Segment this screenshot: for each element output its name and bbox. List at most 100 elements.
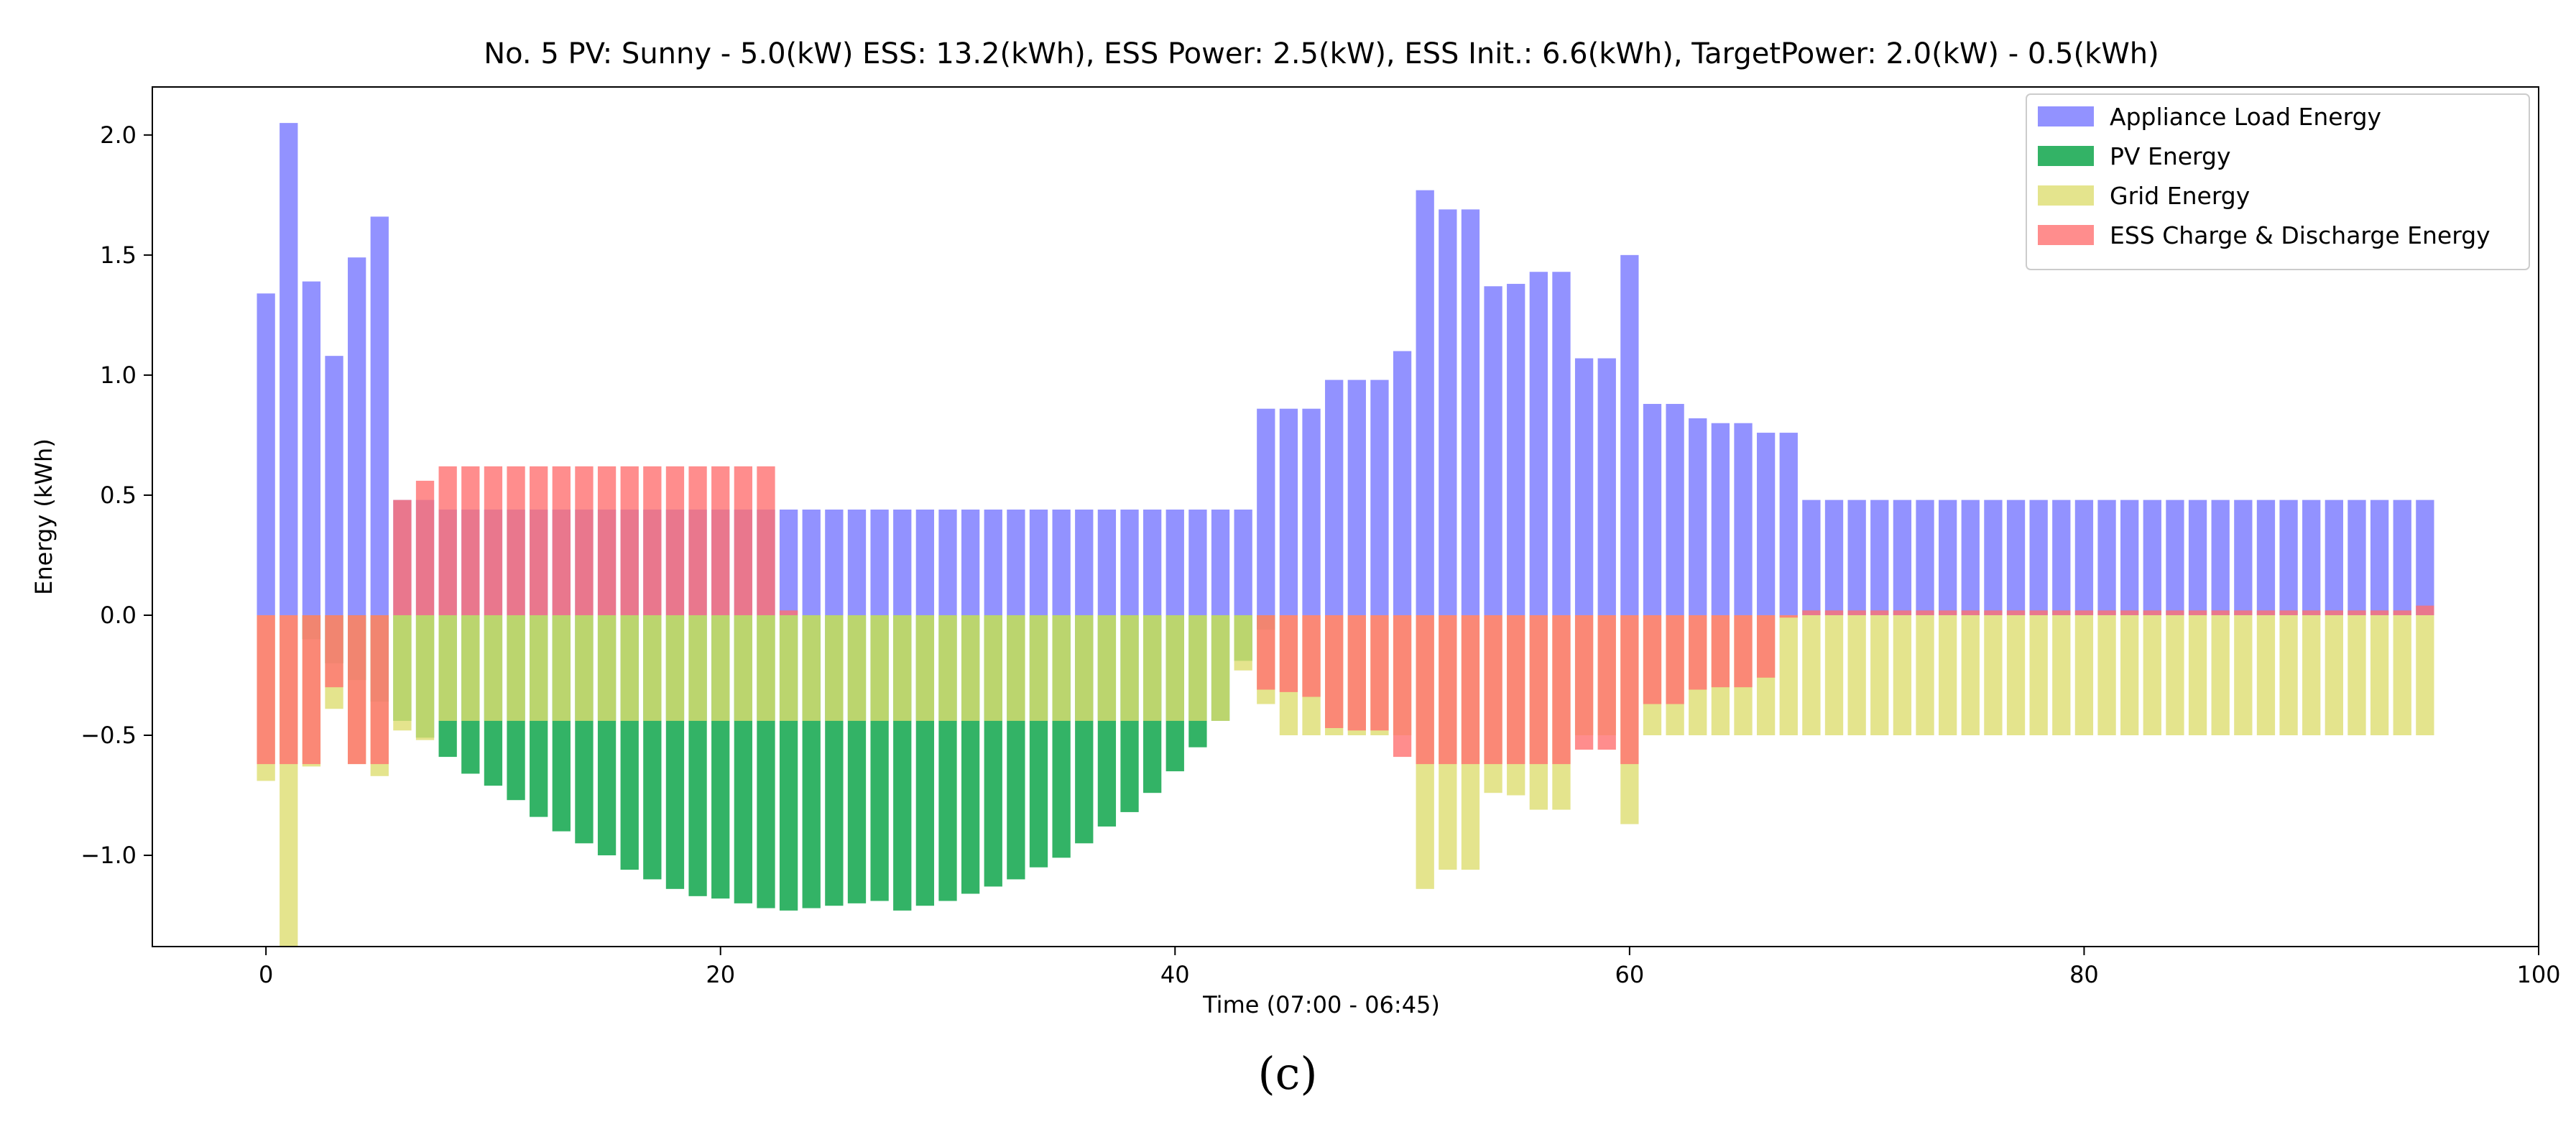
- bar-0-88: [2256, 500, 2276, 615]
- y-tick-label: 2.0: [100, 121, 137, 149]
- bar-3-16: [620, 466, 639, 615]
- legend-swatch-3: [2038, 225, 2094, 245]
- bar-2-80: [2074, 615, 2094, 736]
- bar-2-43: [1234, 615, 1252, 671]
- bar-0-86: [2211, 500, 2230, 615]
- x-tick-label: 100: [2516, 961, 2560, 988]
- bar-0-30: [938, 509, 957, 615]
- bar-2-92: [2348, 615, 2366, 736]
- bar-2-86: [2211, 615, 2230, 736]
- bar-3-2: [302, 615, 321, 765]
- bar-2-88: [2256, 615, 2276, 736]
- bar-2-93: [2370, 615, 2389, 736]
- bar-2-15: [597, 615, 617, 721]
- bar-3-50: [1393, 615, 1412, 758]
- bar-0-46: [1302, 408, 1321, 615]
- bar-0-31: [961, 509, 980, 615]
- bar-2-85: [2188, 615, 2207, 736]
- bar-3-78: [2029, 610, 2048, 615]
- x-axis: 0 20 40 60 80 100: [259, 947, 2561, 988]
- bar-3-71: [1870, 610, 1889, 615]
- bar-3-76: [1984, 610, 2003, 615]
- bar-3-82: [2120, 610, 2139, 615]
- bar-2-69: [1824, 615, 1844, 736]
- bar-2-73: [1916, 615, 1934, 736]
- x-tick-label: 80: [2069, 961, 2099, 988]
- bar-3-4: [348, 615, 366, 765]
- bar-3-15: [597, 466, 617, 615]
- bar-2-91: [2325, 615, 2343, 736]
- bar-3-74: [1939, 610, 1957, 615]
- bar-3-90: [2302, 610, 2321, 615]
- bar-3-75: [1961, 610, 1980, 615]
- bar-2-17: [643, 615, 662, 721]
- bar-3-51: [1416, 615, 1434, 765]
- y-axis-label: Energy (kWh): [30, 438, 57, 595]
- bar-0-57: [1552, 272, 1571, 615]
- bar-0-25: [825, 509, 844, 615]
- bar-2-6: [393, 615, 412, 731]
- bar-3-95: [2416, 605, 2434, 615]
- y-tick-label: 0.0: [100, 602, 137, 629]
- bar-3-17: [643, 466, 662, 615]
- bar-0-55: [1507, 283, 1525, 615]
- bar-0-34: [1029, 509, 1048, 615]
- bar-2-13: [552, 615, 571, 721]
- bar-0-65: [1734, 423, 1753, 615]
- bar-3-46: [1302, 615, 1321, 697]
- bar-2-18: [665, 615, 685, 721]
- bar-3-65: [1734, 615, 1753, 688]
- bar-0-59: [1597, 358, 1616, 615]
- bar-0-48: [1347, 379, 1366, 615]
- bar-0-87: [2234, 500, 2253, 615]
- legend-swatch-2: [2038, 185, 2094, 206]
- bar-3-23: [779, 610, 798, 615]
- x-tick-label: 60: [1615, 961, 1644, 988]
- bar-0-61: [1643, 403, 1662, 615]
- series-3: [257, 466, 2434, 765]
- bar-3-77: [2006, 610, 2026, 615]
- bar-2-75: [1961, 615, 1980, 736]
- bar-3-45: [1279, 615, 1298, 692]
- bar-0-52: [1439, 209, 1457, 615]
- bar-2-20: [711, 615, 730, 721]
- bar-2-83: [2143, 615, 2161, 736]
- bar-3-89: [2279, 610, 2298, 615]
- bar-2-30: [938, 615, 957, 721]
- bar-2-11: [507, 615, 525, 721]
- bar-2-71: [1870, 615, 1889, 736]
- bar-3-22: [757, 466, 775, 615]
- bar-2-87: [2234, 615, 2253, 736]
- plot-area: [257, 123, 2434, 947]
- bar-0-45: [1279, 408, 1298, 615]
- bar-2-7: [415, 615, 435, 740]
- bar-0-79: [2052, 500, 2071, 615]
- bar-2-77: [2006, 615, 2026, 736]
- bar-0-28: [893, 509, 912, 615]
- bar-0-64: [1711, 423, 1730, 615]
- bar-2-81: [2097, 615, 2116, 736]
- bar-2-70: [1847, 615, 1866, 736]
- bar-2-27: [870, 615, 889, 721]
- bar-2-10: [484, 615, 503, 721]
- bar-3-53: [1461, 615, 1480, 765]
- bar-2-68: [1802, 615, 1821, 736]
- bar-0-1: [280, 123, 298, 615]
- bar-2-25: [825, 615, 844, 721]
- bar-3-94: [2393, 610, 2411, 615]
- bar-2-39: [1143, 615, 1162, 721]
- bar-2-9: [461, 615, 480, 721]
- bar-3-44: [1257, 615, 1275, 690]
- chart-title: No. 5 PV: Sunny - 5.0(kW) ESS: 13.2(kWh)…: [484, 37, 2159, 70]
- bar-0-51: [1416, 190, 1434, 615]
- bar-3-59: [1597, 615, 1616, 750]
- bar-0-75: [1961, 500, 1980, 615]
- bar-0-85: [2188, 500, 2207, 615]
- bar-0-63: [1689, 418, 1707, 615]
- bar-2-90: [2302, 615, 2321, 736]
- bar-3-13: [552, 466, 571, 615]
- y-tick-label: 1.0: [100, 362, 137, 389]
- bar-0-54: [1484, 286, 1502, 615]
- bar-3-19: [688, 466, 707, 615]
